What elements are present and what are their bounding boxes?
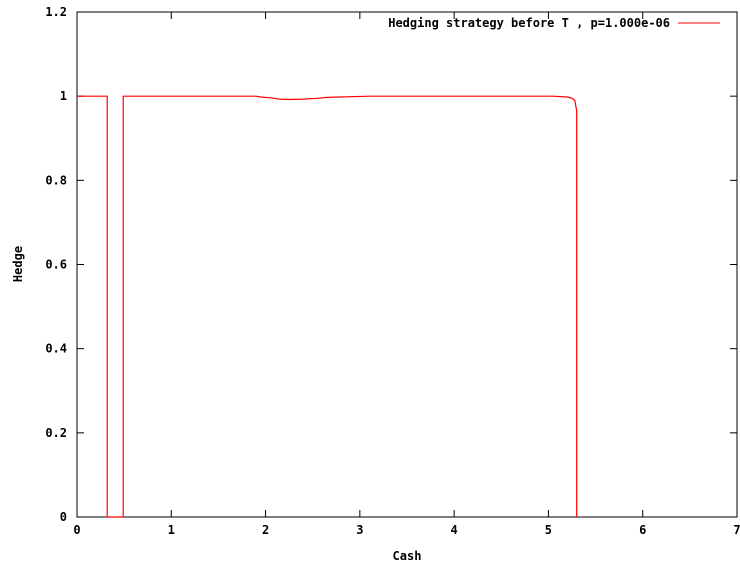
x-tick-label: 1 bbox=[168, 523, 175, 537]
x-axis-title: Cash bbox=[393, 549, 422, 563]
y-tick-label: 0 bbox=[60, 510, 67, 524]
legend: Hedging strategy before T , p=1.000e-06 bbox=[388, 16, 720, 30]
legend-label: Hedging strategy before T , p=1.000e-06 bbox=[388, 16, 670, 30]
x-tick-label: 6 bbox=[639, 523, 646, 537]
axis-ticks bbox=[76, 11, 738, 518]
x-tick-label: 2 bbox=[262, 523, 269, 537]
y-tick-label: 0.6 bbox=[45, 258, 67, 272]
y-tick-label: 0.4 bbox=[45, 342, 67, 356]
y-axis-title: Hedge bbox=[11, 246, 25, 282]
series-line-0 bbox=[77, 95, 578, 518]
y-tick-label: 1 bbox=[60, 89, 67, 103]
series-layer bbox=[77, 95, 578, 518]
x-tick-label: 3 bbox=[356, 523, 363, 537]
y-tick-label: 1.2 bbox=[45, 5, 67, 19]
plot-frame bbox=[76, 11, 738, 518]
y-tick-label: 0.2 bbox=[45, 426, 67, 440]
x-tick-label: 7 bbox=[733, 523, 740, 537]
axis-tick-labels: 0 1 2 3 4 5 6 7 0 0.2 0.4 0.6 0.8 1 1.2 bbox=[45, 5, 740, 537]
x-tick-label: 0 bbox=[73, 523, 80, 537]
y-tick-label: 0.8 bbox=[45, 173, 67, 187]
x-tick-label: 4 bbox=[451, 523, 458, 537]
x-tick-label: 5 bbox=[545, 523, 552, 537]
